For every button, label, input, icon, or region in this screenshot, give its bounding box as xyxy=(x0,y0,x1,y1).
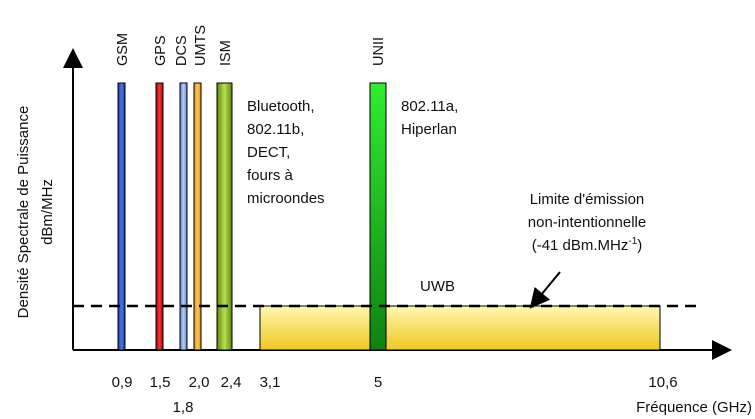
dcs-band xyxy=(179,82,188,351)
unii-label: UNII xyxy=(371,37,387,66)
limit-sup: -1 xyxy=(628,236,637,247)
gps-band xyxy=(155,82,164,351)
limit-annotation-line1: Limite d'émission xyxy=(530,191,645,208)
tick-label: 5 xyxy=(374,374,382,391)
unii-annotation: 802.11a, Hiperlan xyxy=(401,98,458,138)
umts-band xyxy=(193,82,202,351)
unii-annotation-line: Hiperlan xyxy=(401,121,457,138)
gps-label: GPS xyxy=(153,35,169,66)
limit-pointer-arrow xyxy=(529,271,561,309)
tick-label: 0,9 xyxy=(112,374,133,391)
gsm-band xyxy=(117,82,126,351)
limit-annotation-line2: non-intentionnelle xyxy=(528,214,646,231)
limit-annotation: Limite d'émission non-intentionnelle (-4… xyxy=(528,191,646,254)
ism-annotation-line: fours à xyxy=(247,167,294,184)
x-axis-label: Fréquence (GHz) xyxy=(636,399,752,416)
unii-band xyxy=(369,82,387,351)
y-axis-label-line2: dBm/MHz xyxy=(39,179,56,245)
ism-annotation-line: microondes xyxy=(247,190,325,207)
dcs-label: DCS xyxy=(174,35,190,66)
gsm-label: GSM xyxy=(115,33,131,66)
limit-suffix: ) xyxy=(637,237,642,254)
ism-band xyxy=(216,82,233,351)
limit-annotation-line3: (-41 dBm.MHz-1) xyxy=(532,236,643,254)
tick-label: 2,4 xyxy=(221,374,242,391)
uwb-band xyxy=(259,305,661,351)
ism-annotation: Bluetooth, 802.11b, DECT, fours à microo… xyxy=(247,98,325,207)
tick-label: 10,6 xyxy=(648,374,677,391)
uwb-label: UWB xyxy=(420,278,455,295)
umts-label: UMTS xyxy=(193,25,209,66)
tick-label: 3,1 xyxy=(260,374,281,391)
limit-prefix: (-41 dBm.MHz xyxy=(532,237,629,254)
ism-annotation-line: 802.11b, xyxy=(247,121,304,138)
tick-label: 1,8 xyxy=(173,399,194,416)
tick-label: 2,0 xyxy=(189,374,210,391)
tick-label: 1,5 xyxy=(150,374,171,391)
y-axis-label-line1: Densité Spectrale de Puissance xyxy=(15,106,32,319)
ism-annotation-line: Bluetooth, xyxy=(247,98,315,115)
unii-annotation-line: 802.11a, xyxy=(401,98,458,115)
ism-label: ISM xyxy=(218,40,234,66)
ism-annotation-line: DECT, xyxy=(247,144,290,161)
